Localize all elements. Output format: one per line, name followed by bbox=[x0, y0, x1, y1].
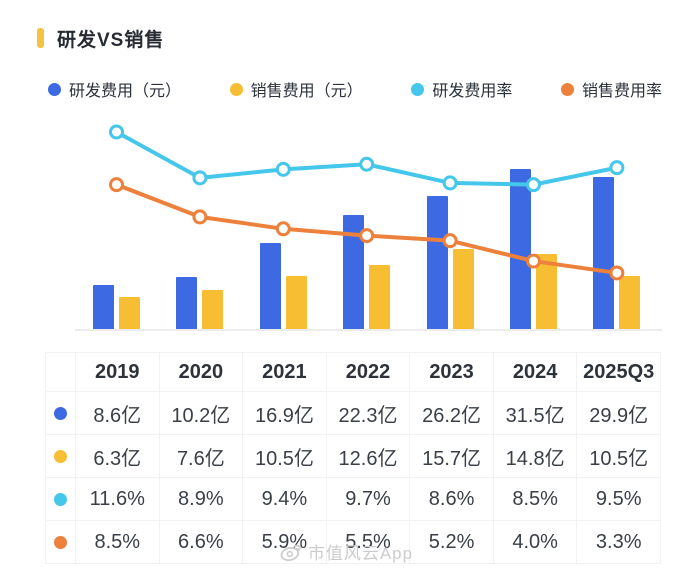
sales-expense-bar-2024 bbox=[536, 253, 557, 329]
table-header-2022: 2022 bbox=[326, 353, 411, 392]
table-value-r0-2021: 16.9亿 bbox=[243, 392, 327, 435]
table-value-r3-2023: 5.2% bbox=[410, 521, 494, 564]
table-value-r3-2022: 5.5% bbox=[326, 521, 411, 564]
series-dot-icon bbox=[54, 449, 67, 463]
line-marker-2019 bbox=[109, 124, 124, 140]
combo-chart bbox=[0, 105, 700, 345]
page-title: 研发VS销售 bbox=[57, 29, 165, 51]
line-marker-2025Q3 bbox=[609, 160, 625, 176]
table-value-r3-2020: 6.6% bbox=[159, 521, 244, 564]
rd-expense-bar-2020 bbox=[176, 277, 198, 329]
data-table: 2019 2020 2021 2022 2023 2024 2025Q3 8.6亿 10.2亿 1… bbox=[45, 352, 661, 564]
table-value-r0-2022: 22.3亿 bbox=[326, 392, 411, 435]
table-header-2020: 2020 bbox=[159, 353, 244, 392]
table-value-r2-2022: 9.7% bbox=[326, 478, 411, 521]
chart-legend: 研发费用（元） 销售费用（元） 研发费用率 销售费用率 bbox=[48, 78, 662, 100]
legend-dot-icon bbox=[411, 82, 425, 96]
legend-dot-icon bbox=[48, 82, 61, 96]
series-dot-icon bbox=[54, 535, 67, 549]
legend-dot-icon bbox=[229, 82, 243, 96]
rd-expense-bar-2022 bbox=[343, 215, 365, 329]
line-marker-2024 bbox=[526, 253, 541, 269]
legend-label: 研发费用（元） bbox=[69, 83, 182, 100]
table-value-r2-2019: 11.6% bbox=[76, 478, 160, 521]
legend-item-3: 销售费用率 bbox=[560, 77, 662, 101]
table-value-r2-2020: 8.9% bbox=[159, 478, 244, 521]
table-header-2021: 2021 bbox=[243, 353, 327, 392]
line-marker-2023 bbox=[442, 175, 458, 191]
legend-item-1: 销售费用（元） bbox=[229, 77, 363, 101]
legend-label: 研发费用率 bbox=[432, 83, 513, 100]
line-marker-2019 bbox=[109, 177, 124, 193]
table-value-r3-2025Q3: 3.3% bbox=[577, 521, 661, 564]
table-value-r3-2021: 5.9% bbox=[243, 521, 327, 564]
table-header-2019: 2019 bbox=[76, 353, 160, 392]
table-header-2025Q3: 2025Q3 bbox=[577, 353, 661, 392]
rd-expense-bar-2021 bbox=[259, 242, 281, 329]
table-header-2023: 2023 bbox=[410, 353, 494, 392]
sales-expense-bar-2023 bbox=[452, 249, 474, 329]
sales-expense-bar-2020 bbox=[202, 290, 224, 329]
x-axis-line bbox=[75, 329, 662, 331]
table-value-r2-2021: 9.4% bbox=[243, 478, 327, 521]
rd-expense-bar-2024 bbox=[510, 168, 531, 329]
line-marker-2023 bbox=[442, 233, 458, 249]
series-dot-icon bbox=[54, 492, 67, 506]
legend-item-2: 研发费用率 bbox=[411, 77, 512, 101]
line-marker-2025Q3 bbox=[609, 265, 625, 281]
line-marker-2020 bbox=[192, 170, 208, 186]
legend-label: 销售费用率 bbox=[581, 83, 662, 100]
table-value-r1-2020: 7.6亿 bbox=[159, 435, 244, 478]
table-value-r3-2024: 4.0% bbox=[493, 521, 578, 564]
table-row-swatch bbox=[46, 478, 76, 521]
rd-expense-bar-2025Q3 bbox=[593, 176, 615, 329]
table-value-r0-2023: 26.2亿 bbox=[410, 392, 494, 435]
table-value-r2-2023: 8.6% bbox=[410, 478, 494, 521]
legend-dot-icon bbox=[560, 82, 574, 96]
sales-expense-bar-2022 bbox=[369, 264, 391, 329]
line-series-overlay bbox=[109, 124, 625, 281]
table-row-swatch bbox=[46, 435, 76, 478]
table-value-r1-2019: 6.3亿 bbox=[76, 435, 160, 478]
table-value-r1-2025Q3: 10.5亿 bbox=[577, 435, 661, 478]
line-marker-2020 bbox=[192, 209, 208, 225]
line-marker-2024 bbox=[526, 177, 541, 193]
title-accent-bar bbox=[37, 28, 44, 48]
table-header-2024: 2024 bbox=[493, 353, 578, 392]
table-value-r1-2022: 12.6亿 bbox=[326, 435, 411, 478]
table-value-r2-2025Q3: 9.5% bbox=[577, 478, 661, 521]
table-value-r3-2019: 8.5% bbox=[76, 521, 160, 564]
line-marker-2022 bbox=[359, 156, 375, 172]
table-row-swatch bbox=[46, 521, 76, 564]
table-value-r0-2024: 31.5亿 bbox=[493, 392, 578, 435]
table-value-r1-2021: 10.5亿 bbox=[243, 435, 327, 478]
line-marker-2021 bbox=[275, 161, 291, 177]
table-header-swatch-col bbox=[46, 353, 76, 392]
legend-label: 销售费用（元） bbox=[250, 83, 363, 100]
series-dot-icon bbox=[54, 406, 67, 420]
table-row-swatch bbox=[46, 392, 76, 435]
rd-expense-bar-2019 bbox=[93, 285, 114, 329]
table-value-r0-2020: 10.2亿 bbox=[159, 392, 244, 435]
table-value-r1-2024: 14.8亿 bbox=[493, 435, 578, 478]
table-value-r0-2025Q3: 29.9亿 bbox=[577, 392, 661, 435]
line-marker-2021 bbox=[275, 221, 291, 237]
sales-expense-bar-2021 bbox=[285, 275, 307, 329]
table-value-r2-2024: 8.5% bbox=[493, 478, 578, 521]
sales-expense-bar-2025Q3 bbox=[619, 275, 641, 329]
table-value-r1-2023: 15.7亿 bbox=[410, 435, 494, 478]
line-marker-2022 bbox=[359, 228, 375, 244]
table-value-r0-2019: 8.6亿 bbox=[76, 392, 160, 435]
legend-item-0: 研发费用（元） bbox=[48, 77, 181, 101]
sales-expense-bar-2019 bbox=[119, 296, 140, 329]
chart-title-row: 研发VS销售 bbox=[37, 26, 165, 51]
rd-expense-bar-2023 bbox=[426, 195, 448, 329]
